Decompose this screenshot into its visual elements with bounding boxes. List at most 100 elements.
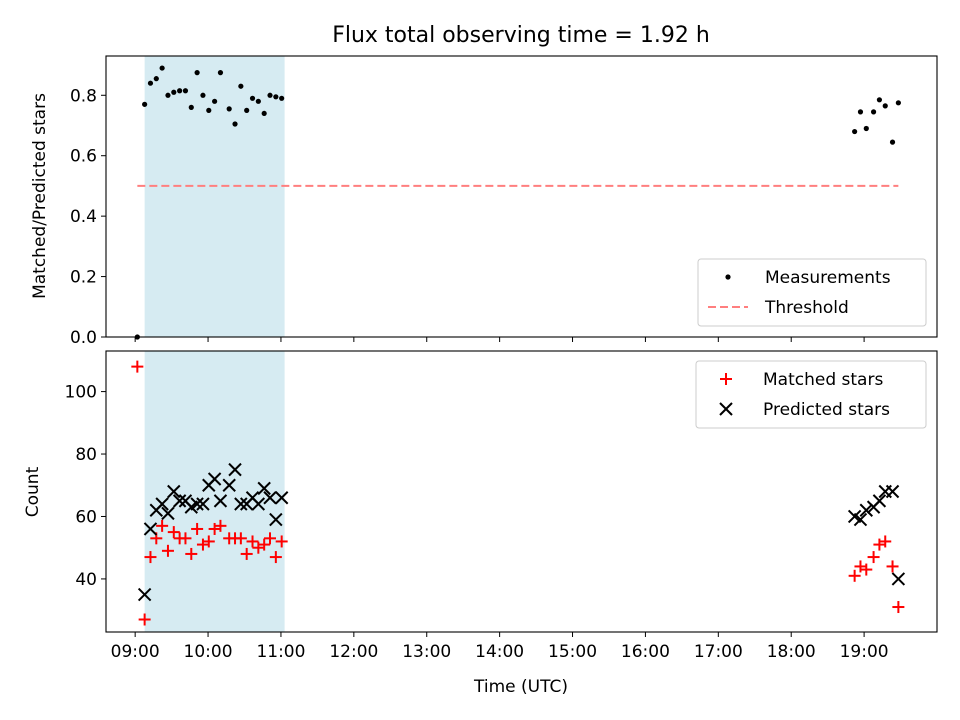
matched-stars-point bbox=[191, 522, 204, 535]
ratio-y-tick-label: 0.8 bbox=[70, 86, 97, 106]
count-x-tick-label: 16:00 bbox=[621, 642, 670, 662]
matched-stars-point bbox=[860, 563, 873, 576]
count-x-tick-label: 12:00 bbox=[329, 642, 378, 662]
measurements-point bbox=[212, 98, 218, 104]
count-y-tick-label: 80 bbox=[75, 445, 97, 465]
predicted-stars-point bbox=[161, 506, 175, 521]
measurements-point bbox=[863, 125, 869, 132]
ratio-panel: Flux total observing time = 1.92 h Match… bbox=[30, 23, 938, 348]
predicted-stars-point-b bbox=[190, 497, 204, 511]
predicted-stars-point-b bbox=[178, 494, 193, 508]
count-x-tick-label: 11:00 bbox=[256, 642, 305, 662]
ratio-y-tick-label: 0.6 bbox=[70, 147, 97, 167]
measurements-point bbox=[255, 98, 261, 104]
measurements-point bbox=[159, 65, 165, 71]
measurements-point bbox=[857, 109, 864, 115]
predicted-stars-point-b bbox=[245, 491, 260, 505]
predicted-stars-point-b bbox=[257, 481, 271, 496]
matched-stars-point bbox=[179, 532, 192, 545]
matched-stars-point bbox=[264, 532, 277, 545]
predicted-stars-point bbox=[213, 494, 228, 508]
count-x-tick-label: 13:00 bbox=[402, 642, 451, 662]
count-x-tick-label: 09:00 bbox=[111, 642, 160, 662]
matched-stars-point bbox=[848, 569, 861, 582]
predicted-stars-point-b bbox=[155, 497, 169, 511]
count-x-axis-label: Time (UTC) bbox=[473, 677, 568, 697]
ratio-observing-span bbox=[144, 56, 285, 337]
predicted-stars-point-b bbox=[263, 491, 277, 505]
matched-stars-point bbox=[867, 551, 880, 564]
matched-stars-point bbox=[156, 519, 169, 532]
predicted-stars-point-b bbox=[872, 494, 887, 508]
predicted-stars-point bbox=[172, 494, 187, 508]
ratio-plot-frame bbox=[105, 55, 938, 338]
predicted-stars-point-b bbox=[885, 484, 900, 499]
count-legend: Matched stars Predicted stars bbox=[695, 360, 927, 429]
measurements-point bbox=[244, 107, 250, 113]
measurements-point bbox=[200, 92, 206, 98]
legend-measurements-label: Measurements bbox=[765, 268, 891, 288]
measurements-point bbox=[852, 128, 858, 135]
matched-stars-point bbox=[144, 551, 157, 564]
predicted-stars-point bbox=[859, 503, 873, 517]
predicted-stars-point-b bbox=[269, 512, 283, 527]
predicted-stars-point-b bbox=[196, 497, 210, 511]
predicted-stars-point bbox=[190, 497, 204, 511]
matched-stars-point bbox=[879, 535, 892, 548]
measurements-point bbox=[206, 107, 212, 113]
predicted-stars-point-b bbox=[859, 503, 873, 517]
measurements-point bbox=[217, 70, 224, 76]
measurements-point bbox=[279, 95, 285, 101]
count-y-tick-label: 100 bbox=[65, 383, 97, 403]
predicted-stars-point-b bbox=[228, 462, 242, 477]
predicted-stars-point bbox=[207, 472, 222, 486]
count-observing-span bbox=[144, 351, 285, 632]
predicted-stars-point bbox=[228, 462, 242, 477]
matched-stars-point bbox=[185, 547, 198, 560]
measurements-point bbox=[153, 76, 159, 82]
count-x-tick-label: 19:00 bbox=[840, 642, 889, 662]
measurements-point bbox=[165, 92, 171, 98]
predicted-stars-point bbox=[872, 494, 887, 508]
predicted-stars-point-b bbox=[167, 484, 181, 499]
predicted-stars-point-b bbox=[137, 587, 152, 602]
predicted-stars-point bbox=[891, 572, 906, 586]
count-x-tick-label: 15:00 bbox=[548, 642, 597, 662]
measurements-point bbox=[249, 95, 256, 101]
predicted-stars-point bbox=[274, 491, 289, 505]
ratio-y-tick-label: 0.0 bbox=[70, 328, 97, 348]
predicted-stars-point bbox=[251, 497, 266, 511]
matched-stars-point bbox=[167, 526, 180, 539]
predicted-stars-point-b bbox=[234, 497, 248, 511]
matched-stars-point bbox=[131, 360, 144, 373]
predicted-stars-point-b bbox=[891, 572, 906, 586]
measurements-point bbox=[177, 88, 183, 94]
matched-stars-point bbox=[240, 547, 253, 560]
measurements-point bbox=[232, 121, 238, 127]
measurements-point bbox=[895, 100, 901, 106]
legend-measurements-marker bbox=[725, 274, 731, 280]
measurements-point bbox=[870, 109, 877, 115]
predicted-stars-point bbox=[167, 484, 181, 499]
count-y-axis-label: Count bbox=[23, 466, 43, 517]
predicted-stars-point-b bbox=[222, 478, 236, 492]
predicted-stars-point-b bbox=[274, 491, 289, 505]
count-plot-frame bbox=[105, 350, 938, 633]
matched-stars-point bbox=[214, 519, 227, 532]
predicted-stars-point-b bbox=[847, 509, 862, 524]
measurements-point bbox=[889, 139, 896, 145]
count-y-tick-label: 40 bbox=[75, 570, 97, 590]
predicted-stars-point bbox=[234, 497, 248, 511]
predicted-stars-point bbox=[263, 491, 277, 505]
matched-stars-point bbox=[246, 535, 259, 548]
predicted-stars-point bbox=[222, 478, 236, 492]
predicted-stars-point bbox=[143, 522, 158, 536]
matched-stars-point bbox=[234, 532, 247, 545]
measurements-point bbox=[267, 92, 273, 98]
ratio-legend-box bbox=[697, 258, 927, 327]
legend-matched-label: Matched stars bbox=[763, 370, 883, 390]
ratio-y-tick-label: 0.2 bbox=[70, 268, 97, 288]
matched-stars-point bbox=[886, 560, 899, 573]
